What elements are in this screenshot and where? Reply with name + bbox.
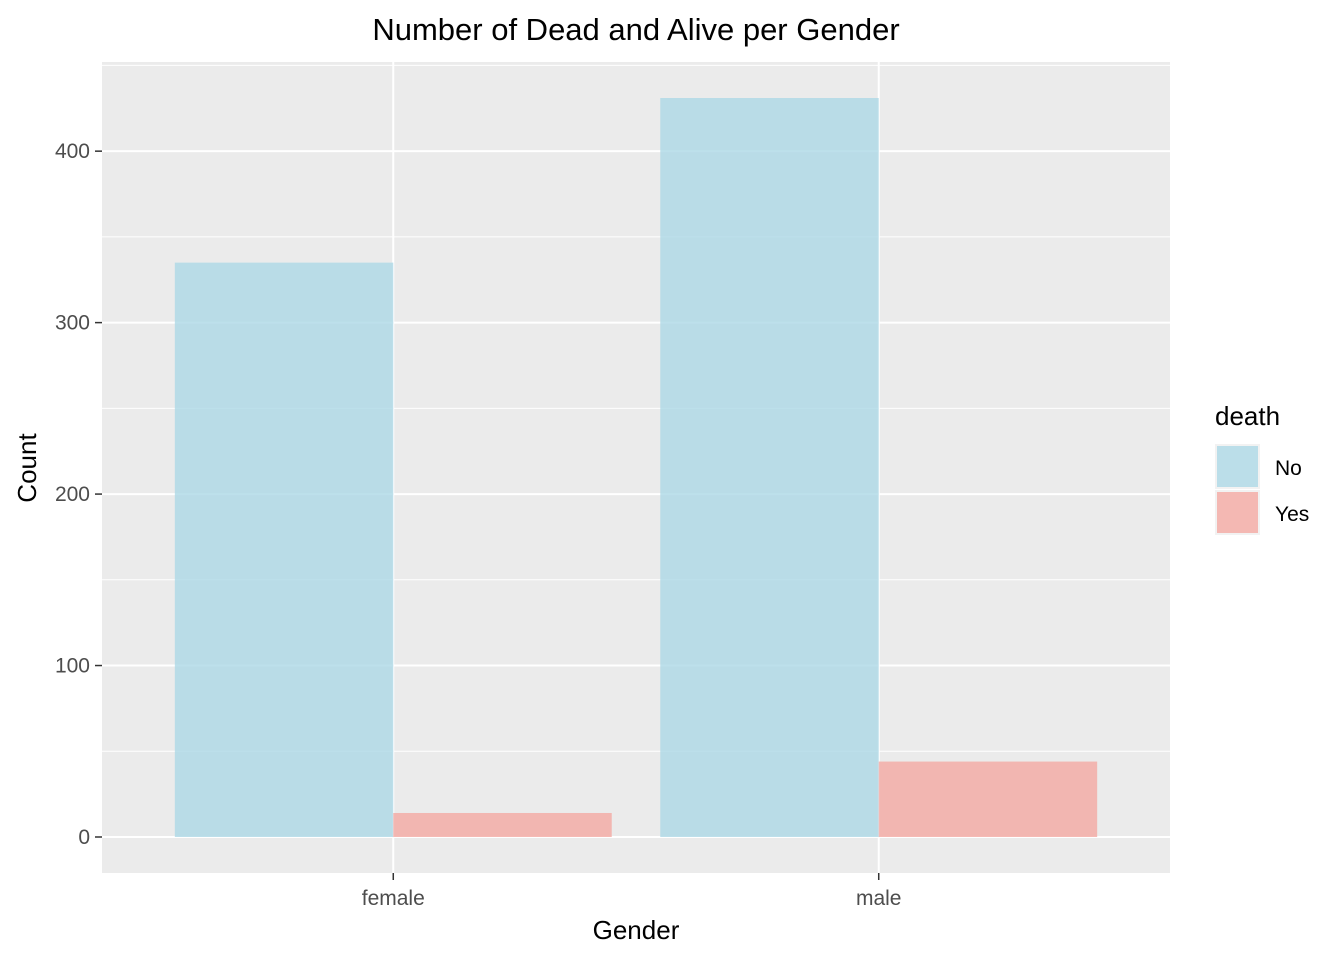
legend-title: death [1215, 401, 1280, 431]
legend-key-no [1217, 446, 1258, 487]
legend-items: No Yes [1215, 444, 1309, 535]
x-axis-title: Gender [593, 915, 680, 945]
y-axis: 0 100 200 300 400 [55, 140, 102, 849]
bars [174, 98, 1098, 837]
y-tick-label: 200 [55, 483, 90, 506]
bar-yes-male [878, 761, 1098, 837]
y-tick-label: 300 [55, 312, 90, 335]
legend-label-yes: Yes [1275, 503, 1309, 526]
y-tick-label: 400 [55, 140, 90, 163]
x-axis: female male [362, 873, 902, 910]
legend-label-no: No [1275, 457, 1302, 480]
chart-title: Number of Dead and Alive per Gender [372, 12, 899, 47]
x-tick-label: male [856, 887, 902, 910]
y-tick-label: 0 [78, 826, 90, 849]
bar-no-female [174, 262, 394, 837]
y-tick-label: 100 [55, 655, 90, 678]
legend: death No Yes [1215, 401, 1309, 535]
x-tick-label: female [362, 887, 425, 910]
bar-yes-female [393, 812, 612, 837]
y-axis-title: Count [12, 433, 42, 503]
bar-no-male [660, 98, 879, 837]
legend-key-yes [1217, 492, 1258, 533]
